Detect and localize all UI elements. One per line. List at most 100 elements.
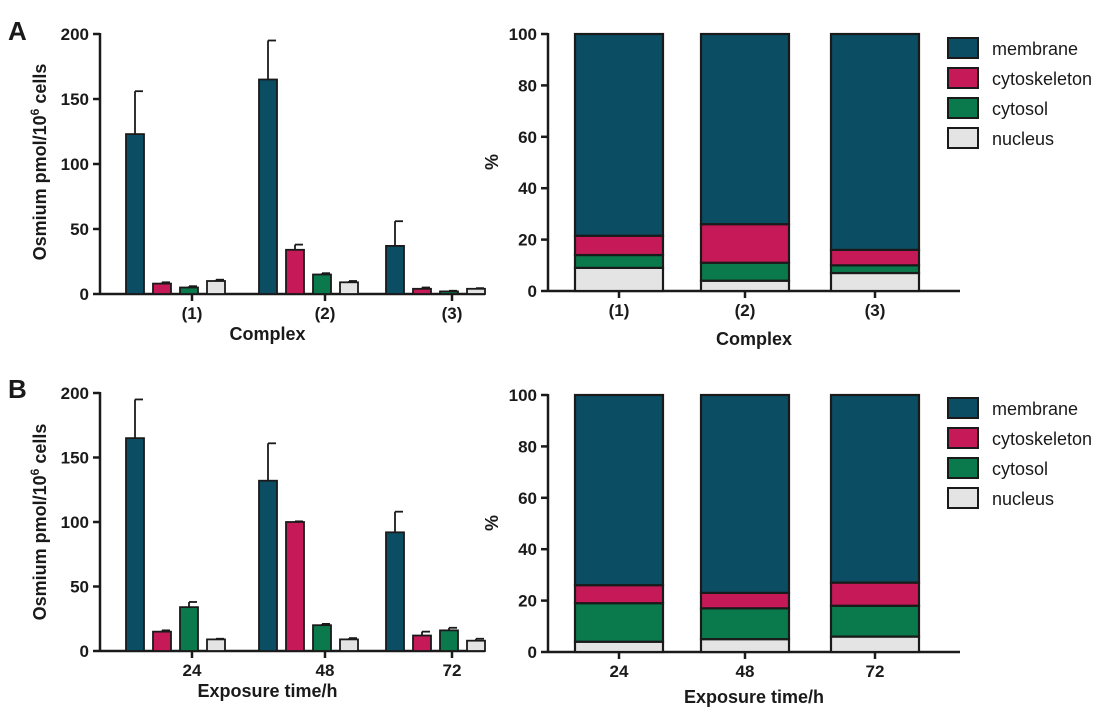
- y-tick-label: 100: [61, 513, 89, 532]
- x-axis-title: Complex: [716, 329, 792, 349]
- bar-membrane: [258, 78, 278, 295]
- y-axis-title: Osmium pmol/106 cells: [28, 424, 50, 621]
- stacked-segment-cytosol: [699, 261, 791, 282]
- y-axis-title-part: Osmium pmol/10: [30, 115, 50, 260]
- legend-swatch-nucleus: [947, 487, 979, 509]
- bar-nucleus: [206, 638, 226, 652]
- x-tick-label: (3): [865, 301, 886, 320]
- bar-cytoskeleton: [285, 521, 305, 652]
- x-tick-label: 72: [443, 661, 462, 680]
- bar-cytoskeleton: [152, 630, 172, 652]
- x-tick-label: 24: [610, 662, 629, 681]
- y-tick-label: 150: [61, 90, 89, 109]
- stacked-segment-cytoskeleton: [573, 234, 665, 257]
- y-tick-label: 150: [61, 449, 89, 468]
- bar-cytosol: [179, 286, 199, 295]
- x-tick-label: 72: [866, 662, 885, 681]
- bar-nucleus: [206, 280, 226, 295]
- legend-swatch-membrane: [947, 397, 979, 419]
- stacked-segment-cytoskeleton: [699, 223, 791, 264]
- stacked-segment-membrane: [573, 393, 665, 587]
- y-tick-label: 20: [518, 592, 537, 611]
- legend-swatch-cytoskeleton: [947, 427, 979, 449]
- bar-nucleus: [466, 287, 486, 295]
- y-tick-label: 0: [80, 285, 89, 304]
- stacked-segment-membrane: [829, 393, 921, 584]
- y-axis-title-superscript: 6: [28, 468, 42, 475]
- stacked-segment-cytosol: [573, 602, 665, 643]
- y-axis-title: Osmium pmol/106 cells: [28, 64, 50, 261]
- bar-nucleus: [466, 639, 486, 652]
- stacked-segment-cytoskeleton: [573, 584, 665, 605]
- x-tick-label: (2): [315, 304, 336, 323]
- x-axis-title: Exposure time/h: [197, 681, 337, 701]
- legend-label-nucleus: nucleus: [992, 129, 1054, 149]
- bar-cytosol: [312, 624, 332, 652]
- y-tick-label: 200: [61, 384, 89, 403]
- panel-letter: B: [8, 374, 27, 404]
- stacked-segment-nucleus: [699, 279, 791, 293]
- y-tick-label: 200: [61, 25, 89, 44]
- bar-membrane: [258, 479, 278, 652]
- y-axis-title: %: [482, 515, 502, 531]
- x-tick-label: (1): [609, 301, 630, 320]
- x-tick-label: (2): [735, 301, 756, 320]
- stacked-segment-cytosol: [699, 607, 791, 641]
- legend-label-cytosol: cytosol: [992, 459, 1048, 479]
- y-tick-label: 100: [61, 155, 89, 174]
- bar-membrane: [385, 244, 405, 295]
- stacked-segment-cytosol: [829, 264, 921, 275]
- bar-membrane: [125, 133, 145, 295]
- x-tick-label: (3): [442, 304, 463, 323]
- stacked-segment-cytoskeleton: [699, 591, 791, 610]
- bar-nucleus: [339, 281, 359, 295]
- legend-label-cytosol: cytosol: [992, 99, 1048, 119]
- y-tick-label: 20: [518, 231, 537, 250]
- x-tick-label: 48: [316, 661, 335, 680]
- y-tick-label: 0: [80, 642, 89, 661]
- panel-b-stacked-percent-chart: 0 20 40 60 80 100 24 48 72 Exposure time/h% membra…: [482, 386, 1092, 707]
- x-axis-title: Exposure time/h: [684, 687, 824, 707]
- stacked-segment-membrane: [699, 393, 791, 594]
- y-tick-label: 80: [518, 437, 537, 456]
- bar-nucleus: [339, 638, 359, 652]
- bar-membrane: [125, 437, 145, 652]
- y-axis-title-part: Osmium pmol/10: [30, 475, 50, 620]
- x-tick-label: 24: [183, 661, 202, 680]
- legend-swatch-cytoskeleton: [947, 67, 979, 89]
- legend-swatch-membrane: [947, 37, 979, 59]
- legend-label-nucleus: nucleus: [992, 489, 1054, 509]
- y-axis-title-part: cells: [30, 64, 50, 109]
- y-tick-label: 80: [518, 76, 537, 95]
- stacked-segment-membrane: [573, 32, 665, 237]
- y-tick-label: 100: [509, 386, 537, 405]
- stacked-segment-membrane: [829, 32, 921, 251]
- stacked-segment-cytoskeleton: [829, 581, 921, 607]
- y-tick-label: 60: [518, 489, 537, 508]
- y-tick-label: 100: [509, 25, 537, 44]
- y-tick-label: 0: [528, 643, 537, 662]
- legend-swatch-cytosol: [947, 457, 979, 479]
- stacked-segment-nucleus: [699, 638, 791, 654]
- stacked-segment-cytosol: [829, 604, 921, 638]
- y-tick-label: 40: [518, 540, 537, 559]
- bar-cytoskeleton: [412, 634, 432, 652]
- y-axis-title-superscript: 6: [28, 108, 42, 115]
- legend-swatch-nucleus: [947, 127, 979, 149]
- stacked-segment-nucleus: [573, 266, 665, 293]
- bar-cytosol: [439, 290, 459, 295]
- bar-cytosol: [312, 273, 332, 295]
- bar-cytoskeleton: [285, 248, 305, 295]
- stacked-segment-nucleus: [573, 640, 665, 654]
- bar-cytosol: [179, 606, 199, 652]
- stacked-segment-membrane: [699, 32, 791, 226]
- legend-label-cytoskeleton: cytoskeleton: [992, 69, 1092, 89]
- stacked-segment-nucleus: [829, 635, 921, 654]
- stacked-segment-nucleus: [829, 271, 921, 293]
- stacked-segment-cytosol: [573, 253, 665, 269]
- panel-letter: A: [8, 16, 27, 46]
- legend-label-membrane: membrane: [992, 399, 1078, 419]
- y-axis-title-part: cells: [30, 424, 50, 469]
- panel-a-stacked-percent-chart: 0 20 40 60 80 100 (1) (2) (3) Complex% membrane cyt…: [482, 25, 1092, 349]
